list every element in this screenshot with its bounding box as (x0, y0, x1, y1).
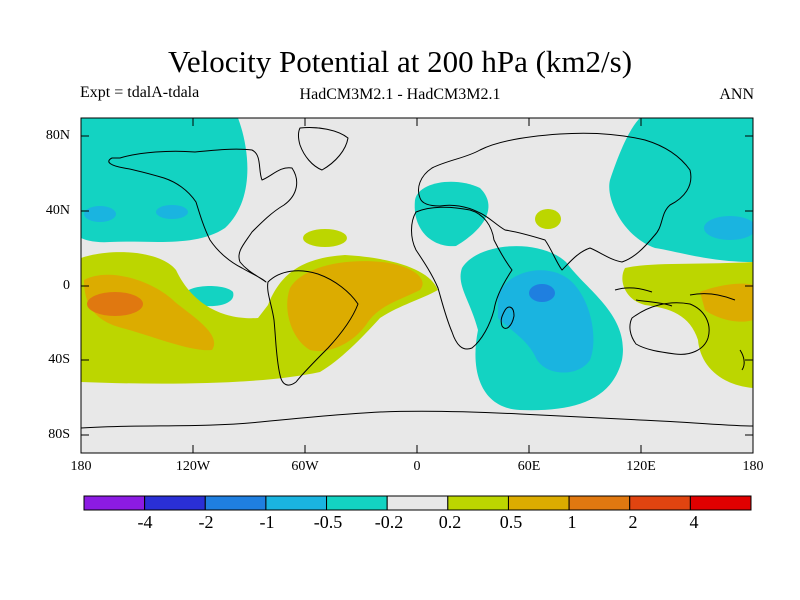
contour-neg-europe-africa (414, 181, 489, 247)
contour-darkorange-pacific (87, 292, 143, 316)
colorbar-label: -0.2 (374, 512, 404, 532)
colorbar-swatch (568, 495, 631, 511)
coast-north-america (108, 148, 298, 283)
map-title: Velocity Potential at 200 hPa (km2/s) (167, 44, 633, 79)
coast-australia (629, 302, 710, 355)
contour-orange-south-america (287, 261, 423, 352)
axis-ticks (81, 118, 753, 453)
lon-label-180e: 180 (742, 459, 764, 474)
colorbar-swatch (83, 495, 146, 511)
coastlines (81, 127, 753, 429)
lat-label-40n: 40N (45, 203, 70, 218)
colorbar-swatch (507, 495, 570, 511)
coast-antarctica (81, 410, 753, 429)
colorbar-label: 0.2 (438, 512, 462, 532)
colorbar-label: 4 (689, 512, 699, 532)
colorbar-swatch (447, 495, 509, 511)
colorbar-swatch (204, 495, 267, 511)
contour-blue-indian (498, 270, 594, 373)
lat-label-40s: 40S (48, 352, 70, 367)
colorbar (83, 495, 752, 511)
coast-south-america (267, 270, 359, 386)
contour-pos-north-atlantic (303, 229, 347, 247)
contour-blue-core (529, 284, 555, 302)
season-label: ANN (719, 86, 754, 103)
colorbar-label: -4 (137, 512, 153, 532)
lon-label-180w: 180 (70, 459, 92, 474)
coast-madagascar (500, 306, 515, 329)
contour-blue-japan (704, 216, 753, 240)
coast-africa (411, 206, 513, 350)
colorbar-label: -0.5 (313, 512, 343, 532)
colorbar-swatch (326, 495, 388, 511)
contour-blue-pacific-north-2 (156, 205, 188, 219)
lat-label-eq: 0 (63, 278, 70, 293)
contour-field (81, 118, 753, 453)
colorbar-swatch (629, 495, 691, 511)
lon-label-60e: 60E (517, 459, 541, 474)
contour-blue-pacific-north (84, 206, 116, 222)
coast-new-zealand (739, 349, 745, 371)
coast-greenland (298, 127, 349, 171)
colorbar-label: -1 (259, 512, 275, 532)
colorbar-label: 2 (628, 512, 638, 532)
lon-label-60w: 60W (291, 459, 319, 474)
colorbar-swatch (265, 495, 328, 511)
colorbar-swatch (386, 495, 449, 511)
contour-neg-pacific-north (81, 118, 248, 243)
colorbar-swatch (144, 495, 206, 511)
colorbar-label: 1 (567, 512, 577, 532)
contour-pos-mideast (535, 209, 561, 229)
experiment-label: Expt = tdalA-tdala (80, 84, 200, 101)
lat-label-80n: 80N (45, 128, 70, 143)
colorbar-label: 0.5 (499, 512, 523, 532)
coast-indonesia (614, 287, 736, 307)
colorbar-swatch (689, 495, 752, 511)
colorbar-label: -2 (198, 512, 214, 532)
coast-europe-asia (418, 132, 692, 271)
contour-orange-maritime (700, 283, 753, 322)
lon-label-0: 0 (413, 459, 421, 474)
model-label: HadCM3M2.1 - HadCM3M2.1 (299, 86, 501, 103)
lon-label-120e: 120E (626, 459, 656, 474)
lat-label-80s: 80S (48, 427, 70, 442)
lon-label-120w: 120W (175, 459, 211, 474)
